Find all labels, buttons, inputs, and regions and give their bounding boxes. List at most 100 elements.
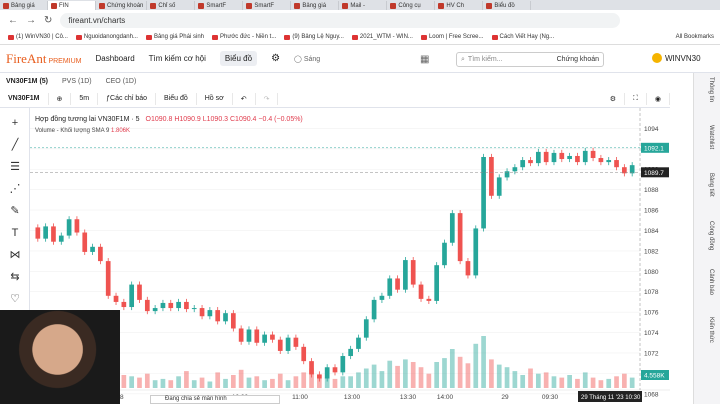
browser-tab[interactable]: Công cụ: [387, 1, 436, 10]
browser-tab[interactable]: SmartF: [243, 1, 292, 10]
chart-settings-icon[interactable]: ⚙: [602, 92, 625, 105]
undo-icon[interactable]: ↶: [233, 92, 256, 105]
search-input[interactable]: ⌕ Tìm kiếm... Chứng khoán: [456, 52, 604, 67]
bookmark-item[interactable]: (9) Bảng Lệ Nguy...: [284, 34, 344, 40]
chart-type-button[interactable]: Biểu đồ: [156, 92, 197, 105]
bookmark-item[interactable]: Cách Viết Hay (Ng...: [491, 34, 554, 40]
back-arrow-icon[interactable]: ←: [8, 14, 18, 26]
bookmark-item[interactable]: Loom | Free Scree...: [420, 34, 484, 40]
y-axis-panel[interactable]: [640, 108, 670, 404]
theme-toggle[interactable]: ◯ Sáng: [294, 55, 321, 63]
grid-layout-icon[interactable]: ▦: [420, 54, 430, 65]
right-panel-item[interactable]: Kiến thức: [708, 317, 714, 343]
symbol-tab[interactable]: VN30F1M (5): [6, 78, 49, 85]
tab-label: Chỉ số: [158, 2, 176, 9]
browser-tab[interactable]: FIN: [48, 1, 96, 10]
browser-tab[interactable]: Bảng giá: [291, 1, 340, 10]
fib-tool-icon[interactable]: ☰: [10, 161, 20, 173]
volume-bar: [457, 356, 463, 388]
bookmark-item[interactable]: 2021_WTM - WIN...: [351, 34, 413, 40]
volume-bar: [309, 368, 314, 388]
candle-body: [348, 348, 353, 357]
search-scope-select[interactable]: Chứng khoán: [556, 56, 599, 63]
browser-tab[interactable]: Chỉ số: [147, 1, 196, 10]
candle-body: [614, 160, 619, 168]
volume-bar: [332, 378, 338, 388]
volume-bar: [622, 373, 627, 388]
url-field[interactable]: fireant.vn/charts: [60, 12, 621, 28]
browser-tab[interactable]: Chứng khoán: [96, 1, 148, 10]
fullscreen-icon[interactable]: ⛶: [625, 92, 647, 105]
browser-tab[interactable]: Bảng giá: [0, 1, 48, 10]
candle-body: [317, 374, 322, 379]
right-panel-item[interactable]: Cảnh báo: [708, 269, 714, 296]
candle-body: [301, 346, 307, 362]
browser-tab[interactable]: Mail -: [339, 1, 388, 10]
user-name[interactable]: WINVN30: [665, 54, 701, 63]
bookmark-icon: [145, 34, 152, 40]
icon-tool-heart-icon[interactable]: ♡: [10, 293, 20, 305]
prediction-tool-icon[interactable]: ⇆: [10, 271, 20, 283]
tab-favicon-icon: [246, 2, 253, 9]
crosshair-tool-icon[interactable]: +: [11, 117, 19, 129]
volume-bar: [301, 372, 307, 388]
candle-body: [98, 246, 103, 262]
volume-bar: [270, 378, 275, 388]
shapes-tool-icon[interactable]: ⋈: [9, 249, 21, 261]
y-tick-label: 1082: [644, 248, 659, 255]
redo-icon[interactable]: ↷: [256, 92, 279, 105]
symbol-tab[interactable]: CEO (1D): [105, 78, 137, 85]
candle-body: [82, 232, 88, 252]
right-panel-item[interactable]: Thông tin: [708, 77, 714, 103]
volume-bar: [512, 371, 518, 388]
text-tool-icon[interactable]: T: [11, 227, 19, 239]
interval-selector[interactable]: 5m: [71, 92, 99, 105]
trend-line-tool-icon[interactable]: ╱: [11, 139, 19, 151]
reload-icon[interactable]: ↻: [44, 14, 53, 26]
bookmark-item[interactable]: (1) WinVN30 | Cô...: [8, 34, 68, 40]
user-avatar[interactable]: [652, 53, 662, 63]
screenshot-icon[interactable]: ◉: [647, 92, 670, 105]
candle-body: [207, 310, 213, 317]
bookmark-item[interactable]: Phước đức - Niền t...: [212, 34, 276, 40]
brush-tool-icon[interactable]: ✎: [10, 205, 20, 217]
browser-tab[interactable]: SmartF: [195, 1, 244, 10]
nav-charts[interactable]: Biểu đồ: [219, 51, 258, 66]
right-panel-item[interactable]: Watchlist: [708, 125, 714, 150]
symbol-selector[interactable]: VN30F1M: [0, 92, 49, 105]
profile-button[interactable]: Hồ sơ: [197, 92, 233, 105]
candle-body: [58, 235, 64, 242]
price-chart[interactable]: 1094109210901088108610841082108010781076…: [30, 108, 670, 404]
candle-body: [332, 367, 338, 373]
right-panel-item[interactable]: Bảng tiết: [708, 173, 714, 197]
candle-body: [535, 151, 541, 164]
all-bookmarks[interactable]: All Bookmarks: [675, 34, 714, 40]
candle-body: [379, 295, 385, 300]
candle-body: [543, 151, 549, 163]
candle-body: [622, 167, 627, 174]
browser-tab[interactable]: HV Ch: [435, 1, 484, 10]
forward-arrow-icon[interactable]: →: [26, 14, 36, 26]
add-symbol-icon[interactable]: ⊕: [49, 92, 72, 105]
candle-body: [74, 219, 80, 233]
bookmark-item[interactable]: Nguoidanongdanh...: [75, 34, 138, 40]
volume-bar: [582, 372, 588, 388]
indicators-button[interactable]: ƒ Các chỉ báo: [98, 92, 156, 105]
right-panel-item[interactable]: Công đồng: [708, 221, 714, 251]
search-icon: ⌕: [461, 55, 465, 63]
candle-body: [238, 328, 244, 342]
symbol-tab[interactable]: PVS (1D): [62, 78, 92, 85]
price-tag-label: 1092.1: [644, 145, 664, 152]
nav-dashboard[interactable]: Dashboard: [95, 54, 135, 63]
candle-body: [363, 319, 369, 338]
bookmark-item[interactable]: Bảng giá Phái sinh: [145, 34, 204, 40]
logo-premium: PREMIUM: [48, 57, 82, 65]
fireant-logo[interactable]: FireAnt PREMIUM: [0, 51, 82, 67]
volume-bar: [230, 375, 236, 388]
candle-body: [449, 213, 455, 243]
volume-bar: [199, 377, 205, 388]
nav-opportunity-search[interactable]: Tìm kiếm cơ hội: [148, 54, 206, 63]
settings-gear-icon[interactable]: ⚙: [271, 53, 281, 64]
browser-tab[interactable]: Biểu đồ: [483, 1, 532, 10]
pattern-tool-icon[interactable]: ⋰: [9, 183, 21, 195]
